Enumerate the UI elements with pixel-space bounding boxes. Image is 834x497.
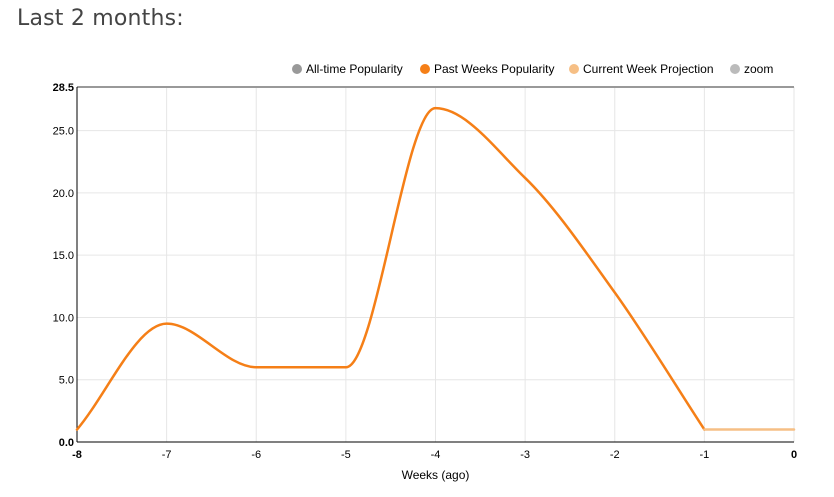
x-tick-label: -8 bbox=[72, 449, 82, 461]
legend-item-current-week[interactable]: Current Week Projection bbox=[569, 62, 714, 76]
y-tick-label: 28.5 bbox=[53, 82, 74, 94]
series-line-past-weeks bbox=[75, 106, 706, 431]
legend-item-all-time[interactable]: All-time Popularity bbox=[292, 62, 403, 76]
x-tick-label: -5 bbox=[341, 449, 351, 461]
y-tick-label: 20.0 bbox=[53, 188, 74, 200]
chart-axes bbox=[76, 86, 794, 443]
x-axis-label: Weeks (ago) bbox=[402, 468, 470, 482]
chart-tick-labels: -8 -7 -6 -5 -4 -3 -2 -1 0 0.0 5.0 10.0 15.0 20.0 25.0 2… bbox=[53, 82, 797, 461]
chart-grid bbox=[77, 87, 795, 442]
legend-label: Current Week Projection bbox=[583, 62, 714, 76]
y-tick-label: 5.0 bbox=[59, 375, 74, 387]
y-tick-label: 15.0 bbox=[53, 250, 74, 262]
x-tick-label: -7 bbox=[162, 449, 172, 461]
page-heading: Last 2 months: bbox=[17, 6, 184, 31]
legend-label: All-time Popularity bbox=[306, 62, 403, 76]
legend-label: zoom bbox=[744, 62, 774, 76]
x-tick-label: -1 bbox=[699, 449, 709, 461]
x-tick-label: -6 bbox=[251, 449, 261, 461]
legend-label: Past Weeks Popularity bbox=[434, 62, 555, 76]
y-tick-label: 0.0 bbox=[59, 437, 74, 449]
chart-legend: All-time Popularity Past Weeks Popularit… bbox=[0, 62, 834, 80]
legend-item-past-weeks[interactable]: Past Weeks Popularity bbox=[420, 62, 555, 76]
legend-dot-icon bbox=[569, 64, 579, 74]
x-tick-label: -2 bbox=[610, 449, 620, 461]
y-tick-label: 25.0 bbox=[53, 126, 74, 138]
legend-dot-icon bbox=[420, 64, 430, 74]
legend-item-zoom[interactable]: zoom bbox=[730, 62, 773, 76]
legend-dot-icon bbox=[292, 64, 302, 74]
x-tick-label: 0 bbox=[791, 449, 797, 461]
y-tick-label: 10.0 bbox=[53, 312, 74, 324]
x-tick-label: -3 bbox=[520, 449, 530, 461]
chart-series bbox=[75, 106, 796, 431]
x-tick-label: -4 bbox=[431, 449, 441, 461]
legend-dot-icon bbox=[730, 64, 740, 74]
